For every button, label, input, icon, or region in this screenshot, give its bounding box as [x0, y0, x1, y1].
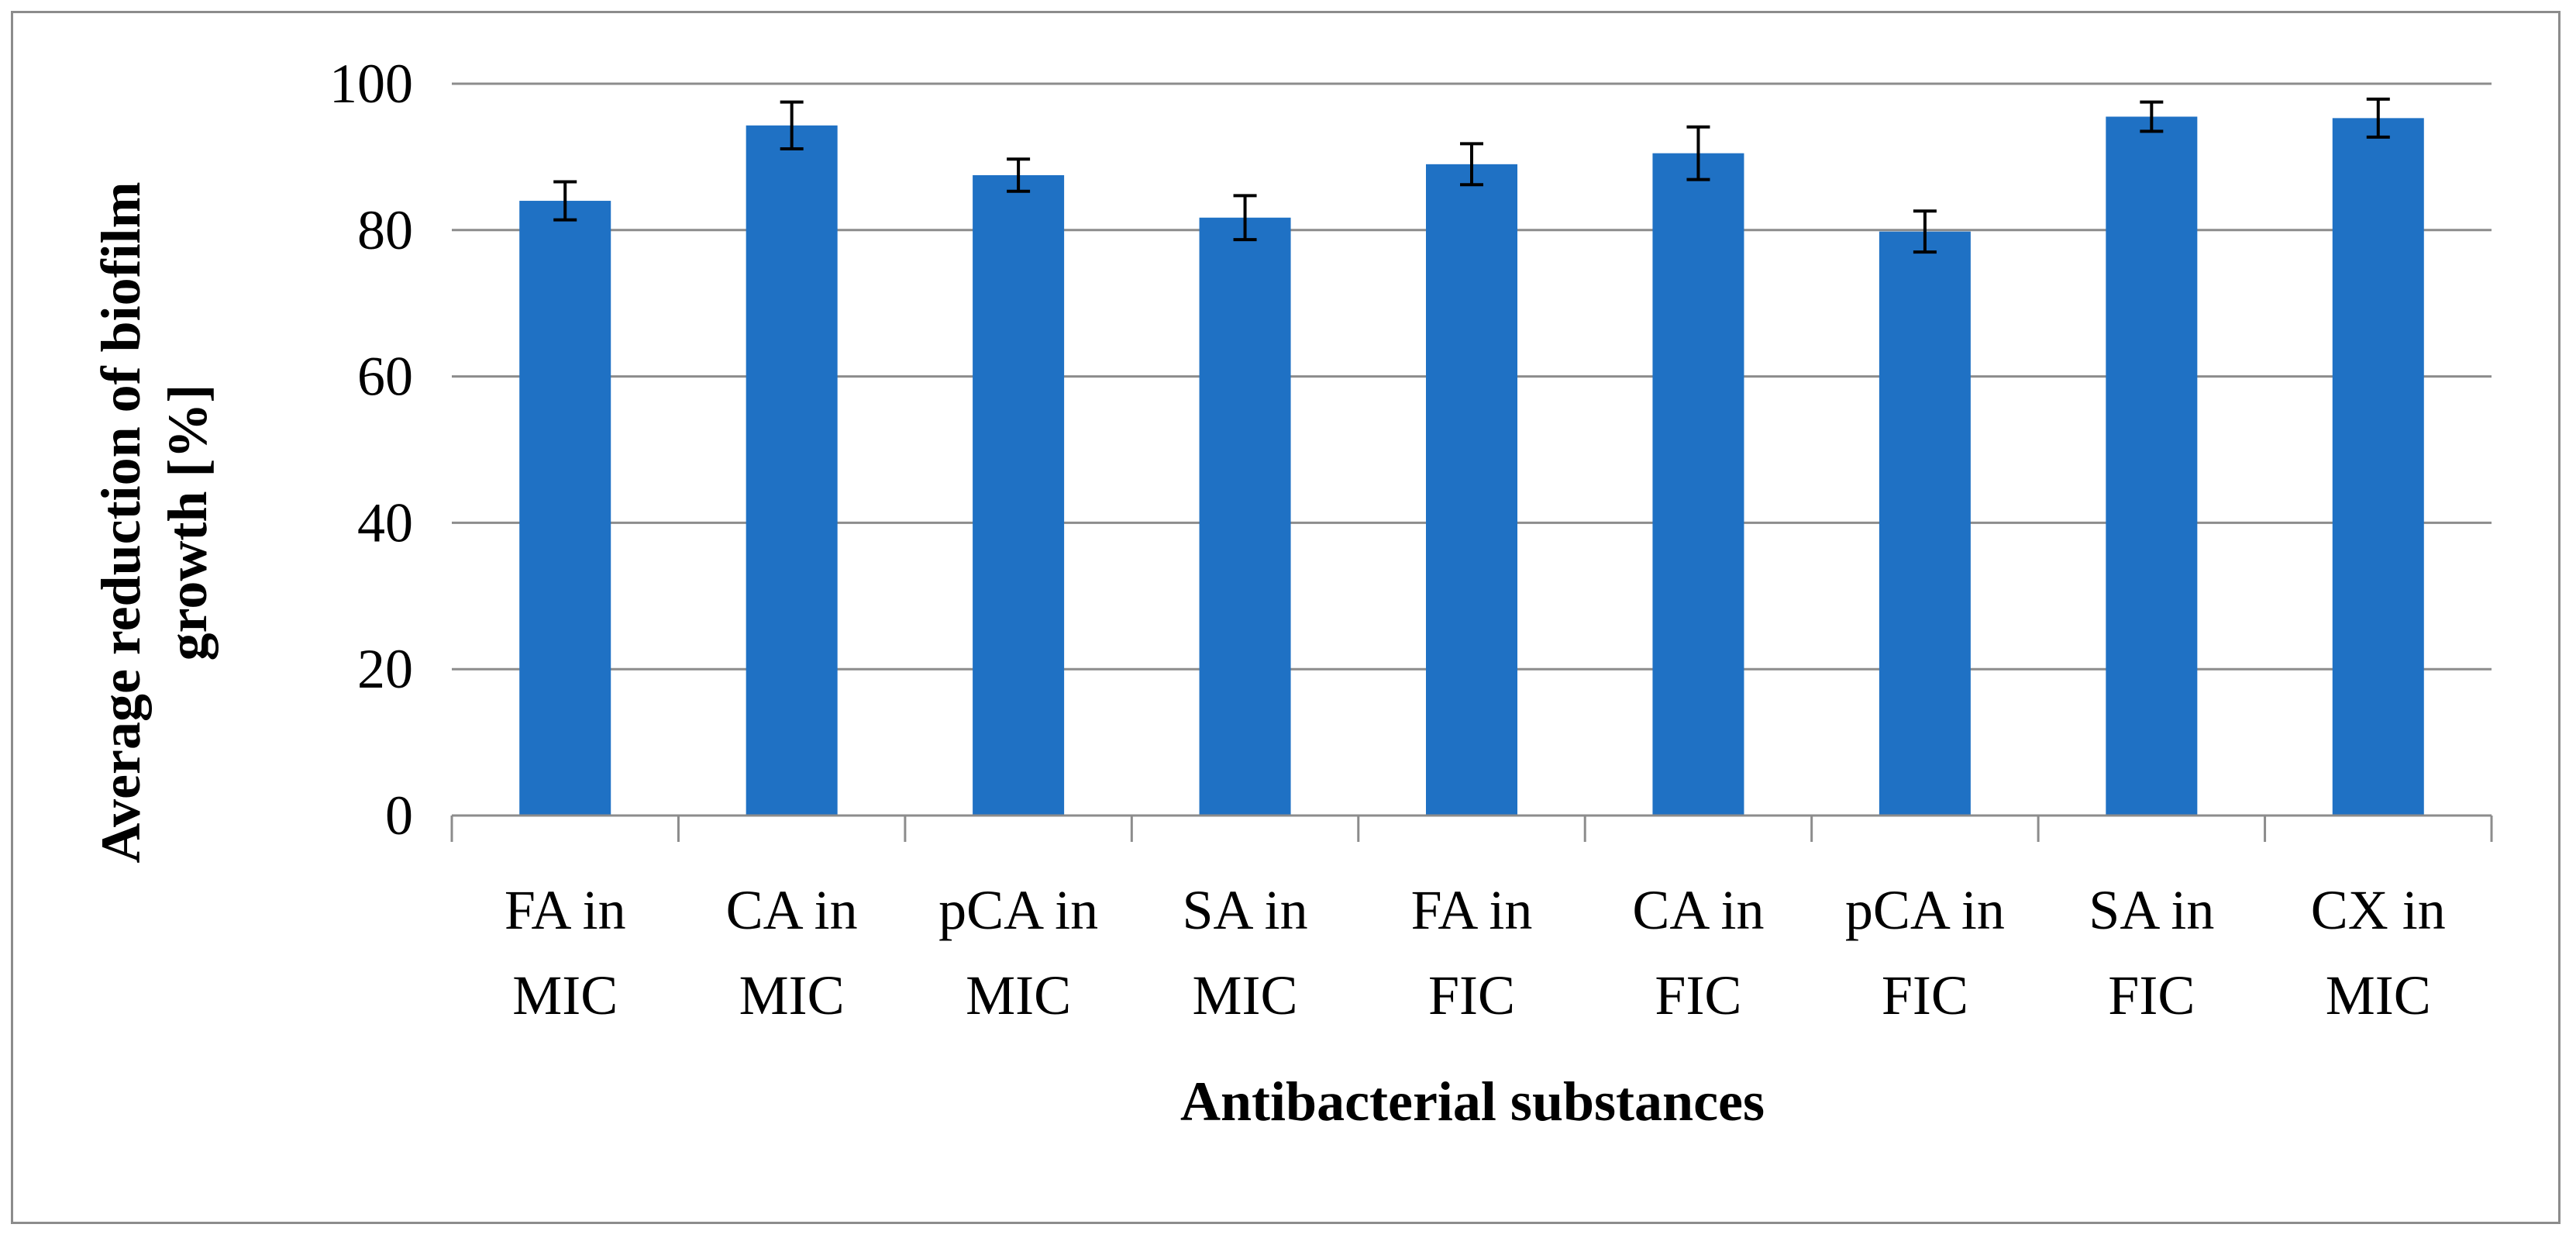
x-tick-label-1: FA in MIC	[505, 879, 626, 1026]
y-tick-label-80: 80	[357, 199, 413, 261]
bar-3	[973, 175, 1065, 816]
x-tick-label-6: CA in FIC	[1632, 879, 1764, 1026]
x-tick-label-2: CA in MIC	[726, 879, 858, 1026]
y-tick-label-100: 100	[329, 53, 413, 115]
y-axis-title-line-1: Average reduction of biofilm	[90, 181, 152, 863]
y-tick-label-60: 60	[357, 346, 413, 408]
error-bar-2	[780, 100, 804, 151]
x-tick-label-5: FA in FIC	[1411, 879, 1533, 1026]
x-tick-labels: FA in MIC CA in MIC pCA in MIC SA in MIC FA in FI…	[505, 879, 2446, 1026]
y-tick-label-0: 0	[385, 785, 413, 847]
axes	[450, 814, 2493, 842]
error-bar-1	[553, 180, 577, 222]
error-bars	[553, 97, 2390, 254]
bar-9	[2332, 118, 2424, 816]
x-axis-title: Antibacterial substances	[1180, 1071, 1765, 1133]
x-tick-label-4: SA in MIC	[1183, 879, 1308, 1026]
bar-4	[1199, 217, 1291, 816]
error-bar-9	[2366, 97, 2390, 139]
bars	[519, 116, 2424, 816]
bar-1	[519, 201, 611, 816]
error-bar-3	[1007, 157, 1031, 193]
bar-7	[1879, 231, 1971, 816]
bar-6	[1652, 153, 1744, 816]
bar-5	[1426, 164, 1517, 816]
y-tick-label-20: 20	[357, 638, 413, 700]
error-bar-5	[1460, 142, 1483, 187]
bar-8	[2106, 116, 2198, 816]
x-tick-label-3: pCA in MIC	[938, 879, 1098, 1026]
x-tick-label-7: pCA in FIC	[1845, 879, 2005, 1026]
error-bar-8	[2140, 100, 2164, 133]
error-bar-6	[1686, 125, 1710, 181]
x-tick-label-9: CX in MIC	[2311, 879, 2446, 1026]
error-bar-4	[1233, 194, 1257, 242]
y-axis-title: Average reduction of biofilm growth [%]	[90, 181, 219, 863]
error-bar-7	[1913, 209, 1937, 254]
x-tick-label-8: SA in FIC	[2089, 879, 2214, 1026]
y-axis-title-line-2: growth [%]	[157, 385, 219, 661]
bar-2	[746, 125, 838, 816]
y-tick-labels: 0 20 40 60 80 100	[329, 53, 413, 847]
y-tick-label-40: 40	[357, 491, 413, 553]
